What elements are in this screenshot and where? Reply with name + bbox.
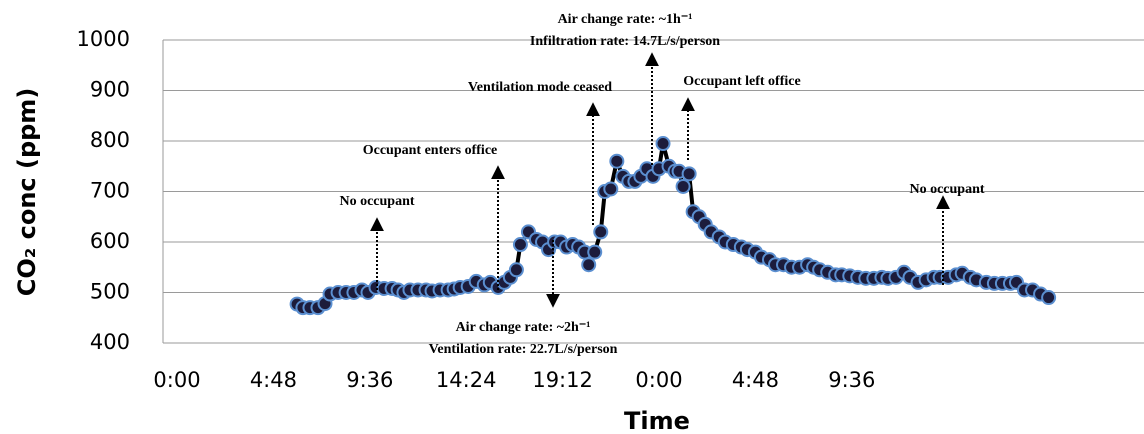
annotation-text: Occupant left office — [683, 74, 800, 89]
y-tick-label: 600 — [90, 229, 130, 253]
data-point — [581, 257, 597, 273]
annotation-text: No occupant — [339, 194, 414, 209]
y-tick-label: 1000 — [77, 27, 130, 51]
x-tick-label: 0:00 — [635, 368, 682, 392]
data-point — [587, 244, 603, 260]
y-tick-label: 700 — [90, 179, 130, 203]
data-point — [681, 166, 697, 182]
annotation-text: Ventilation rate: 22.7L/s/person — [429, 342, 618, 357]
x-axis-title: Time — [624, 407, 690, 434]
x-tick-label: 9:36 — [828, 368, 875, 392]
x-tick-label: 0:00 — [153, 368, 200, 392]
y-axis-title: CO₂ conc (ppm) — [13, 88, 41, 297]
data-point — [675, 178, 691, 194]
data-point — [655, 136, 671, 152]
data-point — [593, 224, 609, 240]
y-tick-label: 800 — [90, 128, 130, 152]
y-tick-label: 400 — [90, 330, 130, 354]
data-point — [609, 153, 625, 169]
annotation-text: No occupant — [909, 182, 984, 197]
x-tick-label: 4:48 — [732, 368, 779, 392]
y-tick-label: 900 — [90, 78, 130, 102]
y-tick-label: 500 — [90, 280, 130, 304]
annotation-text: Air change rate: ~1h⁻¹ — [558, 12, 693, 27]
annotation-text: Occupant enters office — [363, 143, 498, 158]
annotation-text: Infiltration rate: 14.7L/s/person — [530, 34, 720, 49]
x-tick-label: 19:12 — [532, 368, 593, 392]
x-tick-label: 14:24 — [436, 368, 497, 392]
annotation-text: Ventilation mode ceased — [468, 80, 612, 95]
data-point — [1041, 290, 1057, 306]
data-point — [603, 181, 619, 197]
x-tick-label: 4:48 — [250, 368, 297, 392]
data-point — [512, 237, 528, 253]
x-tick-label: 9:36 — [346, 368, 393, 392]
annotation-text: Air change rate: ~2h⁻¹ — [456, 320, 591, 335]
data-point — [508, 262, 524, 278]
